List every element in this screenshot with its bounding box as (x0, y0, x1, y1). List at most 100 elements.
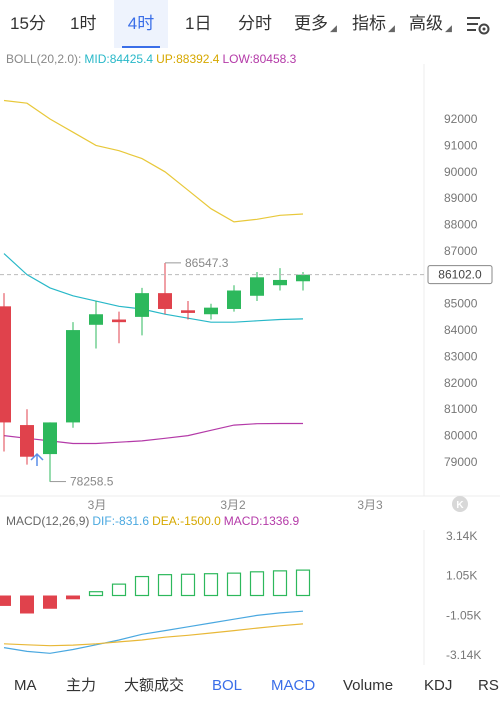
tab-4h[interactable]: 4时 (114, 0, 168, 48)
price-tick-label: 89000 (444, 191, 478, 205)
price-tick-label: 82000 (444, 376, 478, 390)
macd-bar (157, 574, 173, 597)
macd-tick-label: 3.14K (446, 530, 477, 543)
tab-indicators[interactable]: 指标 ◢ (352, 0, 395, 48)
candle-body (273, 279, 287, 286)
price-tick-label: 84000 (444, 323, 478, 337)
high-price-label: 86547.3 (185, 256, 229, 270)
macd-dif-line (3, 610, 304, 654)
price-tick-label: 83000 (444, 349, 478, 363)
price-tick-label: 91000 (444, 138, 478, 152)
date-label-march: 3月 (88, 498, 107, 512)
candle-body (43, 422, 57, 455)
tab-macd[interactable]: MACD (271, 677, 316, 694)
current-price-box (427, 265, 493, 285)
boll-mid-line (3, 253, 304, 323)
tab-advanced-label: 高级 (409, 14, 443, 33)
tab-advanced[interactable]: 高级 ◢ (409, 0, 452, 48)
macd-bar (66, 595, 80, 600)
tab-15min[interactable]: 15分 (10, 14, 46, 33)
macd-bar (249, 571, 265, 597)
macd-bar (43, 595, 57, 609)
price-tick-label: 85000 (444, 297, 478, 311)
boll-legend: BOLL(20,2.0): MID:84425.4 UP:88392.4 LOW:80… (6, 52, 299, 66)
macd-value: MACD:1336.9 (223, 514, 300, 528)
candle-body (250, 277, 264, 296)
caret-down-icon: ◢ (445, 23, 452, 33)
date-label-march-3: 3月3 (357, 498, 383, 512)
timeframe-tabs: 15分 1时 4时 1日 分时 更多 ◢ 指标 ◢ 高级 ◢ (0, 0, 500, 50)
macd-chart[interactable]: 3.14K 1.05K -1.05K -3.14K (0, 530, 500, 665)
candle-body (204, 307, 218, 315)
price-tick-label: 92000 (444, 112, 478, 126)
price-tick-label: 87000 (444, 244, 478, 258)
tab-1h[interactable]: 1时 (70, 14, 97, 33)
price-tick-label: 90000 (444, 165, 478, 179)
macd-bar (20, 595, 34, 614)
candle-body (181, 310, 195, 313)
macd-dif-value: DIF:-831.6 (92, 514, 150, 528)
tab-bol[interactable]: BOL (212, 677, 243, 694)
tab-large-trades[interactable]: 大额成交 (124, 677, 185, 694)
chart-settings-icon[interactable] (466, 14, 490, 36)
tab-more[interactable]: 更多 ◢ (294, 0, 337, 48)
date-label-march-2: 3月2 (220, 498, 246, 512)
macd-bar (134, 575, 150, 597)
macd-tick-label: -1.05K (446, 608, 481, 622)
tab-kdj[interactable]: KDJ (424, 677, 453, 694)
macd-dea-line (3, 623, 304, 647)
candle-body (20, 425, 34, 457)
tab-volume[interactable]: Volume (343, 677, 394, 694)
macd-bar (203, 573, 219, 597)
macd-legend: MACD(12,26,9) DIF:-831.6 DEA:-1500.0 MACD:1… (6, 514, 302, 528)
macd-tick-label: 1.05K (446, 569, 477, 583)
boll-up-value: UP:88392.4 (156, 52, 220, 66)
tab-ma[interactable]: MA (14, 677, 37, 694)
candle-body (158, 293, 172, 309)
price-tick-label: 79000 (444, 455, 478, 469)
macd-dea-value: DEA:-1500.0 (152, 514, 221, 528)
macd-bar (295, 569, 311, 597)
macd-bar (272, 570, 288, 597)
boll-upper-line (3, 99, 304, 223)
price-tick-label: 88000 (444, 218, 478, 232)
candle-body (89, 314, 103, 325)
candles (0, 263, 310, 482)
macd-bar (88, 591, 104, 597)
candle-body (296, 274, 310, 282)
tab-indicators-label: 指标 (352, 14, 386, 33)
crosshair-arrow-icon (30, 452, 44, 466)
boll-low-value: LOW:80458.3 (222, 52, 297, 66)
candle-body (112, 319, 126, 323)
logo-icon-glyph: K (456, 500, 464, 511)
logo-icon (452, 496, 468, 512)
tab-main-force[interactable]: 主力 (66, 677, 97, 694)
macd-tick-label: -3.14K (446, 648, 481, 662)
candle-body (227, 290, 241, 309)
macd-axis: 3.14K 1.05K -1.05K -3.14K (446, 530, 481, 662)
low-price-label: 78258.5 (70, 475, 114, 489)
price-tick-label: 81000 (444, 402, 478, 416)
boll-mid-value: MID:84425.4 (84, 52, 154, 66)
tab-more-label: 更多 (294, 14, 328, 33)
candle-body (135, 293, 149, 317)
macd-lines (3, 610, 304, 654)
macd-bar (226, 572, 242, 597)
tab-1d[interactable]: 1日 (185, 14, 212, 33)
candle-body (66, 330, 80, 423)
boll-label: BOLL(20,2.0): (6, 52, 82, 66)
macd-bar (0, 595, 11, 606)
tab-rsi[interactable]: RSI (478, 677, 500, 694)
macd-bar (111, 583, 127, 597)
price-chart[interactable]: 9200091000900008900088000870008600085000… (0, 64, 500, 524)
tab-timeshare[interactable]: 分时 (238, 14, 272, 33)
macd-histogram (0, 569, 311, 614)
caret-down-icon: ◢ (388, 23, 395, 33)
candle-body (0, 306, 11, 423)
price-axis: 9200091000900008900088000870008600085000… (444, 112, 478, 469)
price-tick-label: 80000 (444, 429, 478, 443)
macd-bar (180, 573, 196, 597)
current-price-label: 86102.0 (438, 268, 482, 282)
caret-down-icon: ◢ (330, 23, 337, 33)
indicator-tabs: MA 主力 大额成交 BOL MACD Volume KDJ RSI (0, 666, 500, 706)
